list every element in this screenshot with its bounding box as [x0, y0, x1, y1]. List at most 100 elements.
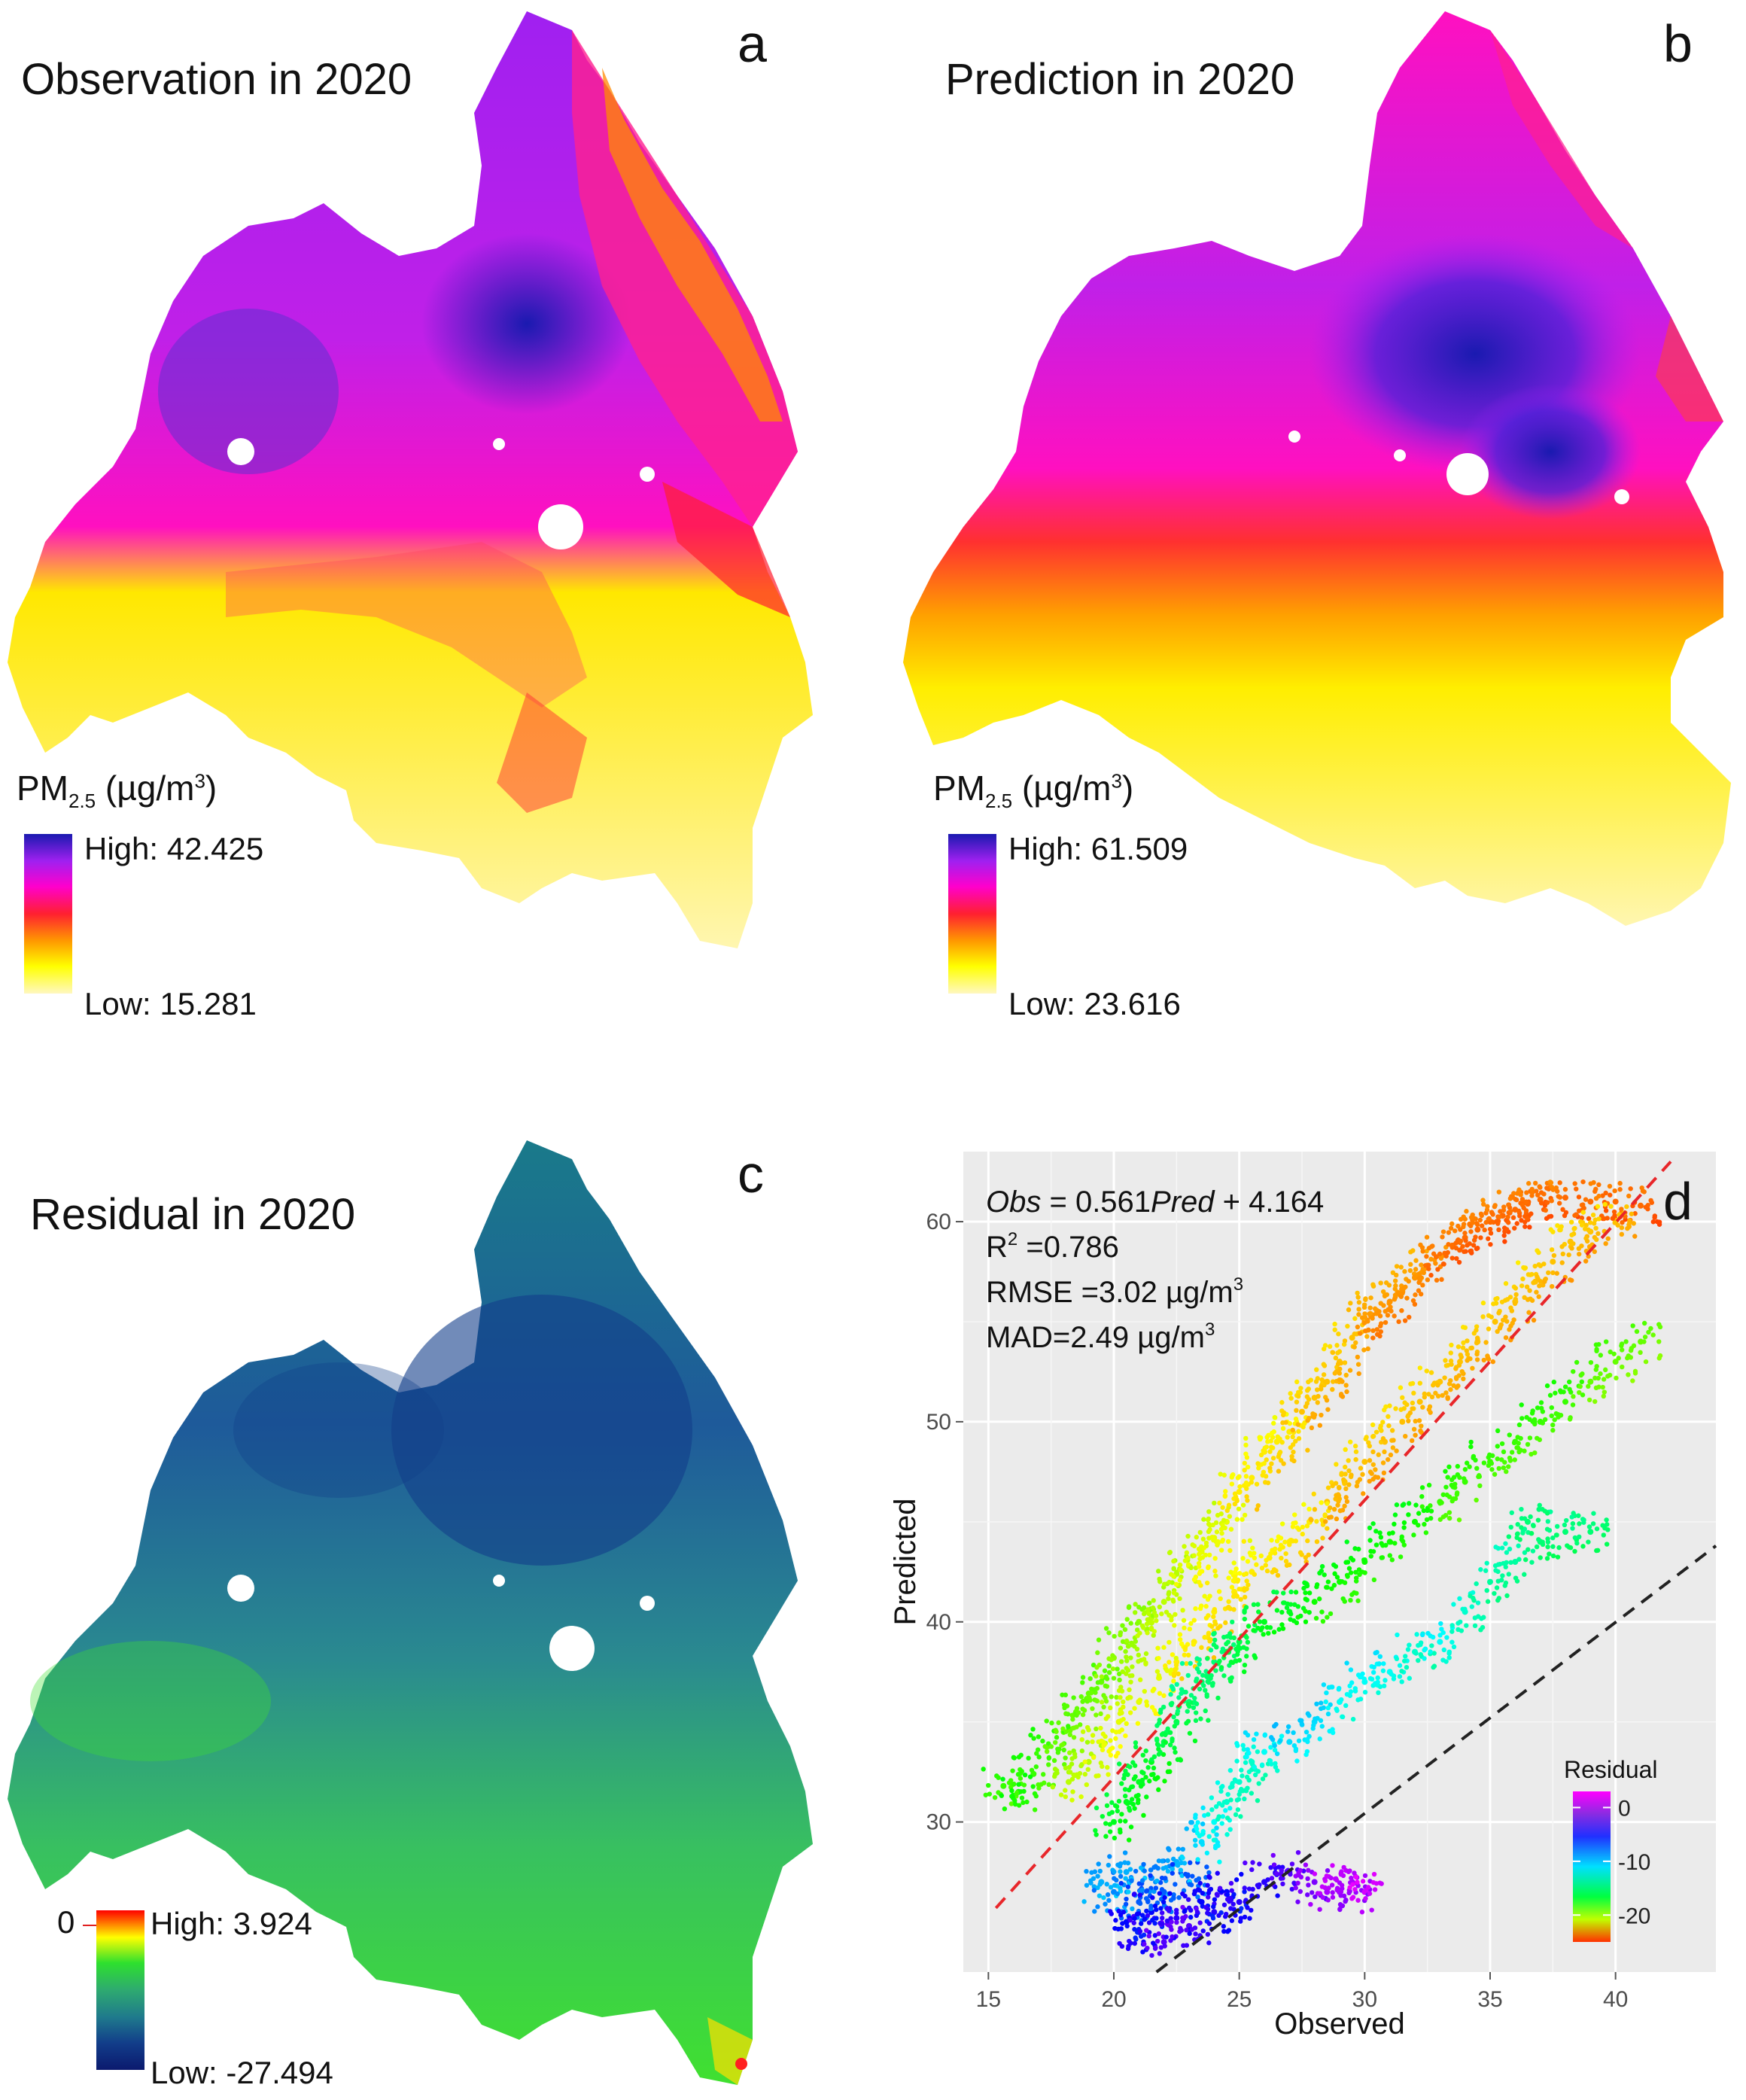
scatter-point [1016, 1782, 1021, 1787]
scatter-point [1470, 1365, 1475, 1371]
scatter-point [1353, 1569, 1358, 1575]
scatter-point [1550, 1553, 1556, 1559]
scatter-point [1374, 1649, 1379, 1655]
scatter-point [1257, 1435, 1262, 1440]
scatter-point [1279, 1733, 1285, 1739]
scatter-point [1183, 1689, 1188, 1695]
legend-title-sub: 2.5 [985, 790, 1013, 813]
rmse-stat: RMSE =3.02 µg/m3 [986, 1274, 1243, 1309]
scatter-point [1126, 1604, 1132, 1609]
scatter-point [1641, 1339, 1647, 1344]
scatter-point [1024, 1799, 1030, 1805]
scatter-point [1071, 1695, 1076, 1700]
scatter-point [1342, 1360, 1348, 1365]
scatter-point [1197, 1920, 1203, 1925]
scatter-point [1207, 1593, 1212, 1599]
scatter-point [1363, 1896, 1368, 1901]
scatter-point [1619, 1225, 1625, 1231]
scatter-point [1209, 1683, 1215, 1688]
scatter-point [1397, 1674, 1403, 1679]
scatter-point [1116, 1798, 1122, 1804]
scatter-point [1145, 1765, 1151, 1770]
scatter-point [1103, 1821, 1109, 1826]
scatter-point [1153, 1711, 1158, 1716]
scatter-point [1346, 1307, 1352, 1313]
scatter-point [1370, 1433, 1376, 1439]
scatter-point [1476, 1474, 1481, 1480]
scatter-point [1116, 1671, 1122, 1677]
scatter-point [1352, 1332, 1357, 1337]
scatter-point [1215, 1625, 1221, 1631]
scatter-point [1361, 1320, 1367, 1325]
scatter-point [1626, 1193, 1632, 1199]
scatter-point [1586, 1397, 1592, 1403]
scatter-point [1451, 1602, 1456, 1607]
scatter-point [1134, 1646, 1140, 1652]
scatter-point [1314, 1701, 1319, 1707]
scatter-point [1306, 1609, 1312, 1615]
scatter-point [1206, 1940, 1212, 1946]
scatter-point [1535, 1517, 1541, 1523]
scatter-point [1303, 1596, 1309, 1602]
scatter-point [981, 1767, 986, 1772]
scatter-point [1567, 1386, 1572, 1392]
scatter-point [1197, 1661, 1202, 1667]
scatter-point [1063, 1788, 1068, 1793]
scatter-point [1254, 1562, 1259, 1567]
x-tick-label: 20 [1101, 1987, 1126, 2012]
scatter-point [1318, 1718, 1324, 1724]
scatter-point [1142, 1917, 1147, 1922]
scatter-point [1137, 1928, 1143, 1934]
scatter-point [1303, 1752, 1309, 1758]
scatter-point [1382, 1293, 1388, 1299]
scatter-point [1387, 1553, 1393, 1558]
scatter-point [1288, 1602, 1294, 1607]
scatter-point [1500, 1573, 1505, 1578]
scatter-point [1322, 1519, 1328, 1524]
scatter-point [1130, 1642, 1135, 1648]
scatter-point [1416, 1657, 1421, 1663]
scatter-point [1015, 1772, 1021, 1777]
scatter-point [1154, 1878, 1160, 1884]
scatter-point [1257, 1619, 1263, 1624]
scatter-point [1240, 1773, 1245, 1779]
scatter-point [1394, 1502, 1400, 1508]
scatter-point [1530, 1408, 1535, 1414]
panel-b-title: Prediction in 2020 [945, 55, 1295, 104]
scatter-point [1141, 1657, 1147, 1662]
scatter-point [1118, 1694, 1123, 1700]
scatter-point [1140, 1913, 1145, 1918]
scatter-point [1193, 1710, 1199, 1715]
scatter-point [1138, 1921, 1144, 1926]
scatter-point [1392, 1541, 1398, 1546]
scatter-point [1430, 1243, 1435, 1249]
scatter-point [1100, 1731, 1106, 1736]
scatter-point [1226, 1575, 1231, 1581]
scatter-point [1486, 1356, 1492, 1362]
scatter-point [1492, 1590, 1497, 1596]
scatter-point [1177, 1929, 1182, 1934]
scatter-point [1506, 1220, 1511, 1225]
scatter-point [1305, 1892, 1310, 1898]
scatter-point [1648, 1198, 1653, 1204]
scatter-point [1362, 1689, 1368, 1695]
scatter-point [1054, 1729, 1059, 1734]
scatter-point [1641, 1189, 1647, 1195]
scatter-point [1483, 1219, 1489, 1225]
scatter-point [1112, 1882, 1118, 1888]
scatter-point [1119, 1688, 1125, 1694]
scatter-point [1469, 1345, 1475, 1351]
scatter-point [1265, 1877, 1270, 1882]
scatter-point [1113, 1918, 1118, 1923]
scatter-point [1225, 1639, 1231, 1645]
scatter-point [1126, 1805, 1132, 1811]
scatter-point [1346, 1458, 1351, 1463]
scatter-point [1200, 1672, 1206, 1678]
scatter-point [1163, 1663, 1168, 1669]
scatter-point [1413, 1502, 1419, 1508]
scatter-point [1286, 1739, 1293, 1745]
scatter-point [1209, 1795, 1215, 1800]
scatter-point [1370, 1282, 1376, 1287]
scatter-point [1503, 1541, 1508, 1546]
scatter-point [1361, 1557, 1367, 1563]
